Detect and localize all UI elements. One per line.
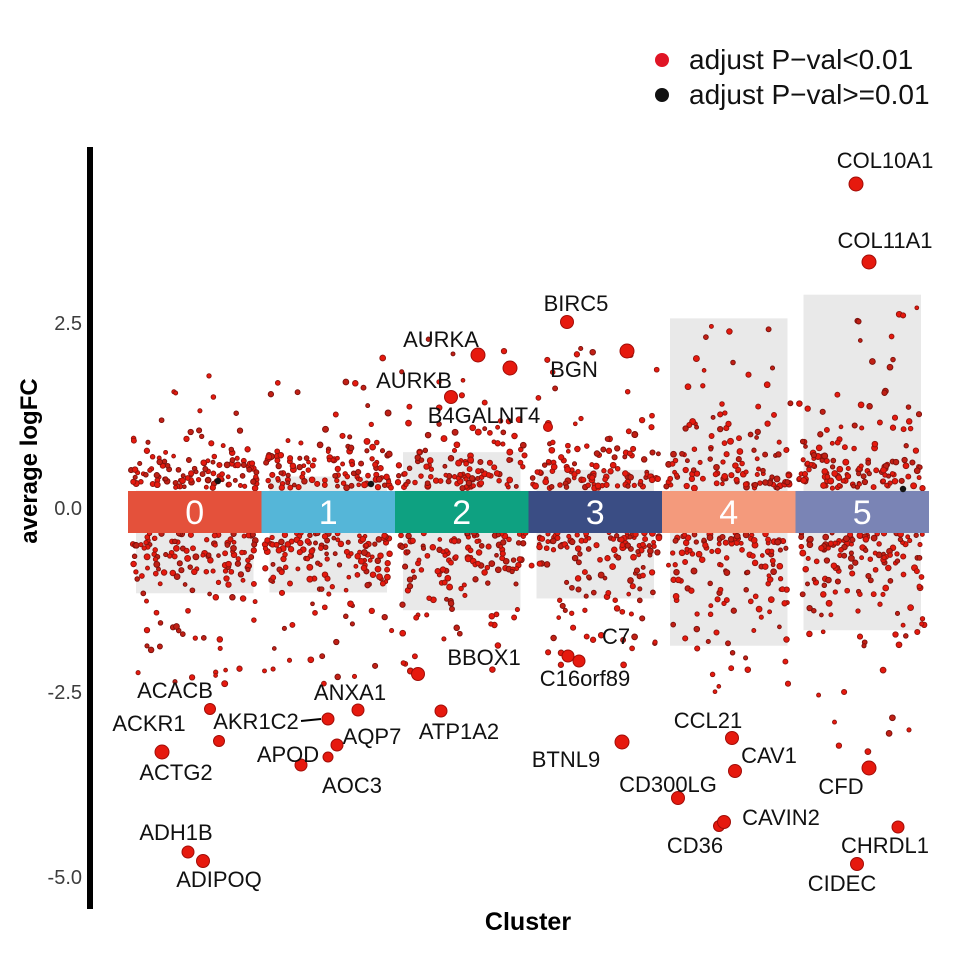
gene-dot-CFD — [861, 760, 877, 776]
cluster-strip-0 — [128, 491, 262, 533]
gene-dot-AURKA — [470, 347, 486, 363]
gene-dot-CAV1 — [728, 764, 742, 778]
gene-dot-CHRDL1 — [891, 820, 905, 834]
gene-dot-ACTG2 — [154, 744, 170, 760]
gene-label-AQP7: AQP7 — [343, 724, 402, 749]
cluster-strip-5 — [795, 491, 929, 533]
legend-label-nonsignificant: adjust P−val>=0.01 — [689, 78, 930, 110]
y-axis-title: average logFC — [16, 378, 43, 544]
gene-dot-ADIPOQ — [196, 854, 210, 868]
gene-dot-BTNL9 — [614, 734, 630, 750]
gene-label-CAV1: CAV1 — [741, 743, 797, 768]
gene-label-ACTG2: ACTG2 — [139, 760, 212, 785]
gene-dot-AOC3 — [322, 751, 334, 763]
swarm-cluster-2 — [394, 336, 529, 675]
gene-label-APOD: APOD — [257, 742, 319, 767]
gene-label-BBOX1: BBOX1 — [447, 645, 520, 670]
gene-label-AURKA: AURKA — [403, 327, 479, 352]
gene-dot-AQP7 — [330, 738, 344, 752]
gene-dot-BBOX1 — [411, 667, 425, 681]
legend: adjust P−val<0.01 adjust P−val>=0.01 — [655, 42, 930, 112]
gene-label-B4GALNT4: B4GALNT4 — [428, 403, 541, 428]
gene-dot-BIRC5 — [560, 315, 574, 329]
cluster-strip-label-1: 1 — [319, 494, 338, 532]
gene-label-C16orf89: C16orf89 — [540, 666, 631, 691]
swarm-cluster-5 — [796, 305, 928, 755]
gene-dot-CCL21 — [725, 731, 739, 745]
cluster-strip-2 — [395, 491, 529, 533]
gene-dot-CIDEC — [850, 857, 864, 871]
legend-item-significant: adjust P−val<0.01 — [655, 42, 930, 77]
nonsig-dot-0 — [214, 477, 222, 485]
x-axis-title: Cluster — [484, 908, 572, 936]
gene-dot-COL11A1 — [861, 254, 877, 270]
legend-label-significant: adjust P−val<0.01 — [689, 43, 914, 75]
gene-dot-B4GALNT4 — [543, 422, 553, 432]
gene-label-ATP1A2: ATP1A2 — [419, 719, 499, 744]
gene-label-CD300LG: CD300LG — [619, 772, 717, 797]
gene-label-CCL21: CCL21 — [674, 708, 742, 733]
gene-label-COL10A1: COL10A1 — [837, 148, 934, 173]
gene-label-CD36: CD36 — [667, 833, 723, 858]
gene-label-CFD: CFD — [818, 774, 863, 799]
cluster-strip-label-4: 4 — [719, 494, 738, 532]
nonsig-dot-2 — [899, 485, 907, 493]
gene-label-CIDEC: CIDEC — [808, 871, 877, 896]
gene-dot-ACKR1 — [213, 735, 225, 747]
gene-dot-ACACB — [204, 703, 216, 715]
gene-dot-ANXA1 — [351, 703, 365, 717]
gene-label-BIRC5: BIRC5 — [544, 291, 609, 316]
gene-label-ACKR1: ACKR1 — [112, 711, 185, 736]
gene-dot-CAVIN2 — [717, 815, 731, 829]
swarm-cluster-3 — [528, 345, 663, 669]
gene-label-AKR1C2: AKR1C2 — [213, 709, 299, 734]
swarm-cluster-1 — [261, 354, 395, 687]
nonsig-dot-1 — [367, 480, 375, 488]
cluster-strip-label-3: 3 — [586, 494, 605, 532]
swarm-cluster-4 — [663, 323, 794, 695]
cluster-strip-label-0: 0 — [185, 494, 204, 532]
y-tick-label-0-0: 0.0 — [54, 498, 82, 520]
gene-label-ANXA1: ANXA1 — [314, 680, 386, 705]
legend-red-dot-icon — [655, 52, 669, 67]
y-tick-label-2-5: 2.5 — [54, 313, 82, 335]
swarm-cluster-0 — [128, 373, 260, 688]
gene-label-CHRDL1: CHRDL1 — [841, 833, 929, 858]
label-connector-akr1c2 — [300, 718, 322, 722]
legend-black-dot-icon — [655, 87, 669, 102]
gene-dot-APOD — [294, 758, 308, 772]
gene-label-ADH1B: ADH1B — [139, 820, 212, 845]
gene-label-BTNL9: BTNL9 — [532, 747, 600, 772]
gene-label-COL11A1: COL11A1 — [838, 228, 933, 253]
legend-item-nonsignificant: adjust P−val>=0.01 — [655, 77, 930, 112]
cluster-strip-label-5: 5 — [853, 494, 872, 532]
gene-dot-C16orf89 — [572, 654, 586, 668]
gene-dot-AKR1C2 — [321, 712, 335, 726]
gene-label-CAVIN2: CAVIN2 — [742, 805, 820, 830]
gene-label-ADIPOQ: ADIPOQ — [176, 867, 262, 892]
gene-label-AURKB: AURKB — [376, 368, 452, 393]
unlabeled-big-dot-0 — [502, 360, 518, 376]
gene-dot-CD300LG — [671, 791, 685, 805]
gene-dot-ADH1B — [181, 845, 195, 859]
gene-dot-BGN — [619, 343, 635, 359]
y-axis-line — [87, 147, 93, 909]
cluster-strip-3 — [528, 491, 662, 533]
gene-label-BGN: BGN — [550, 357, 598, 382]
cluster-strip-1 — [261, 491, 395, 533]
gene-label-ACACB: ACACB — [137, 678, 213, 703]
gene-dot-C7 — [561, 649, 575, 663]
gene-dot-COL10A1 — [848, 176, 864, 192]
y-tick-label-neg5-0: -5.0 — [47, 867, 82, 889]
cluster-strip-label-2: 2 — [452, 494, 471, 532]
gene-dot-AURKB — [444, 390, 458, 404]
gene-dot-ATP1A2 — [434, 704, 448, 718]
y-tick-label-neg2-5: -2.5 — [47, 682, 82, 704]
cluster-strip-4 — [662, 491, 796, 533]
gene-label-AOC3: AOC3 — [322, 773, 382, 798]
gene-label-C7: C7 — [602, 624, 630, 649]
